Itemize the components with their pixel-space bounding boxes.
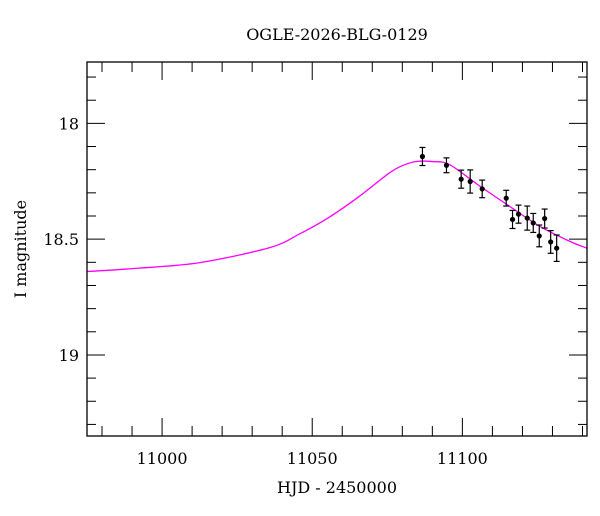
point-marker xyxy=(554,245,560,251)
x-tick-label: 11050 xyxy=(287,449,338,468)
data-point xyxy=(553,234,560,262)
data-points-group xyxy=(419,146,560,262)
point-marker xyxy=(503,195,509,201)
axis-ticks xyxy=(87,62,587,436)
data-point xyxy=(515,204,522,224)
point-marker xyxy=(524,215,530,221)
chart-title: OGLE-2026-BLG-0129 xyxy=(246,25,428,44)
x-axis-label: HJD - 2450000 xyxy=(277,478,397,497)
point-marker xyxy=(530,220,536,226)
point-marker xyxy=(509,216,516,223)
data-point xyxy=(419,146,426,167)
data-point xyxy=(541,208,548,229)
data-point xyxy=(443,157,450,174)
data-point xyxy=(547,229,554,254)
point-marker xyxy=(536,233,542,239)
x-tick-label: 11100 xyxy=(437,449,488,468)
point-marker xyxy=(467,178,473,185)
y-axis-label: I magnitude xyxy=(11,200,30,298)
point-marker xyxy=(542,215,548,222)
point-marker xyxy=(479,186,485,192)
data-point xyxy=(503,189,510,207)
point-marker xyxy=(443,162,450,168)
data-point xyxy=(536,224,543,248)
data-point xyxy=(467,169,474,194)
x-tick-label: 11000 xyxy=(137,449,188,468)
point-marker xyxy=(515,211,522,217)
plot-frame xyxy=(86,61,588,437)
y-tick-label: 18 xyxy=(59,114,79,133)
point-marker xyxy=(419,153,426,160)
data-point xyxy=(530,212,537,234)
data-point xyxy=(479,179,486,199)
y-tick-label: 19 xyxy=(59,346,79,365)
data-point xyxy=(524,205,531,231)
data-point xyxy=(458,169,465,189)
tick-labels: 11000 11050 11100 18 18.5 19 xyxy=(43,114,487,468)
point-marker xyxy=(458,176,464,182)
point-marker xyxy=(548,239,554,245)
y-tick-label: 18.5 xyxy=(43,230,79,249)
data-point xyxy=(509,209,516,230)
